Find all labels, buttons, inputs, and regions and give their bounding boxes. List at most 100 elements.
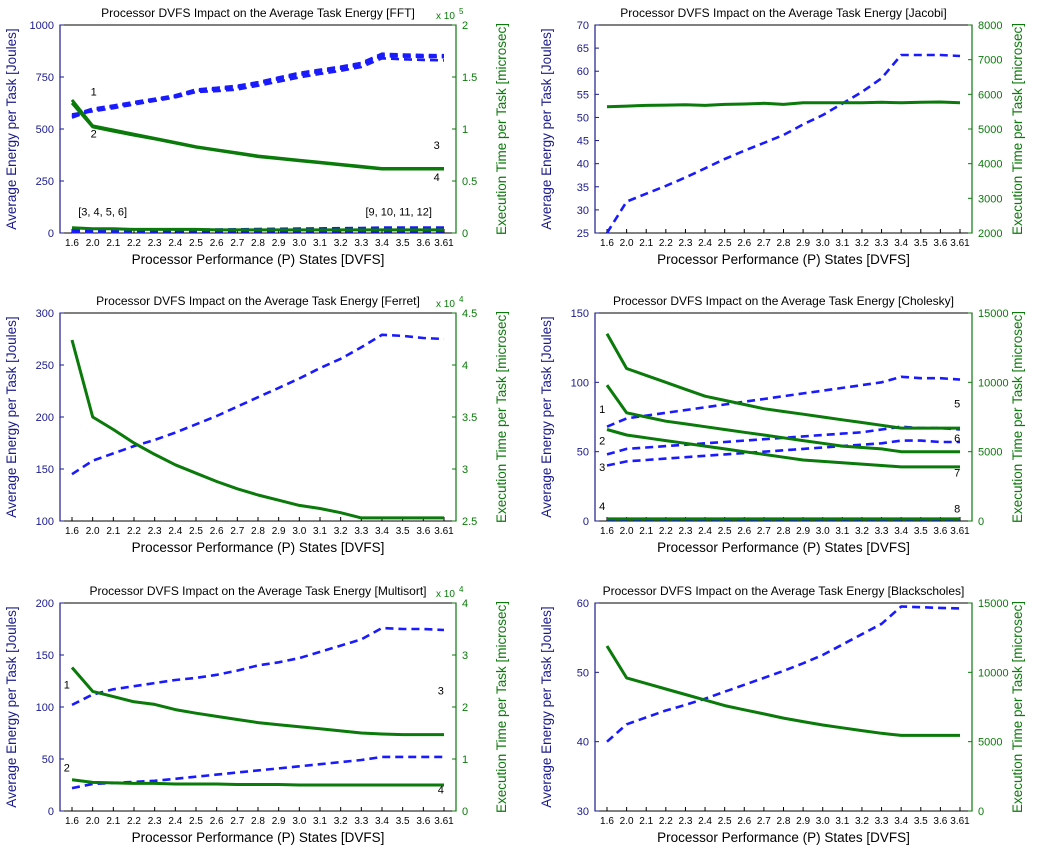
y-right-tick-label: 0 bbox=[462, 806, 468, 818]
x-tick-label: 1.6 bbox=[600, 238, 614, 249]
series-annotation: 7 bbox=[954, 468, 960, 480]
x-tick-label: 2.3 bbox=[148, 526, 162, 537]
y-tick-label: 500 bbox=[36, 124, 54, 136]
y-right-axis-label: Execution Time per Task [microsec] bbox=[494, 311, 509, 523]
x-tick-label: 2.5 bbox=[718, 816, 732, 827]
right-axis-multiplier: x 10 bbox=[436, 299, 455, 310]
y-tick-label: 65 bbox=[577, 43, 589, 55]
x-tick-label: 3.61 bbox=[950, 238, 970, 249]
x-axis-label: Processor Performance (P) States [DVFS] bbox=[132, 252, 385, 267]
y-tick-label: 200 bbox=[36, 598, 54, 610]
y-tick-label: 100 bbox=[571, 377, 589, 389]
y-tick-label: 100 bbox=[36, 702, 54, 714]
x-tick-label: 3.4 bbox=[375, 816, 389, 827]
x-tick-label: 2.4 bbox=[698, 238, 712, 249]
y-right-axis-label: Execution Time per Task [microsec] bbox=[494, 601, 509, 813]
x-tick-label: 2.4 bbox=[168, 238, 182, 249]
plot-frame bbox=[595, 603, 972, 811]
x-tick-label: 2.3 bbox=[148, 238, 162, 249]
series-annotation: 8 bbox=[954, 504, 960, 516]
series-annotation: 1 bbox=[599, 404, 605, 416]
x-tick-label: 3.1 bbox=[835, 816, 849, 827]
x-tick-label: 3.5 bbox=[396, 816, 410, 827]
chart-title: Processor DVFS Impact on the Average Tas… bbox=[603, 584, 965, 598]
x-tick-label: 2.8 bbox=[777, 238, 791, 249]
series-annotation: 3 bbox=[438, 686, 444, 698]
x-tick-label: 3.0 bbox=[292, 526, 306, 537]
series-annotation: [9, 10, 11, 12] bbox=[365, 206, 431, 218]
right-axis-exponent: 4 bbox=[459, 585, 464, 594]
x-tick-label: 1.6 bbox=[600, 526, 614, 537]
y-axis-label: Average Energy per Task [Joules] bbox=[539, 606, 554, 807]
x-tick-label: 3.6 bbox=[933, 238, 947, 249]
execution-time-series-line bbox=[607, 102, 960, 107]
x-tick-label: 2.8 bbox=[777, 816, 791, 827]
y-tick-label: 50 bbox=[42, 754, 54, 766]
plot-frame bbox=[60, 313, 456, 521]
right-axis-exponent: 5 bbox=[459, 7, 464, 16]
y-tick-label: 25 bbox=[577, 228, 589, 240]
x-tick-label: 3.5 bbox=[396, 238, 410, 249]
right-axis-exponent: 4 bbox=[459, 295, 464, 304]
series-annotation: 4 bbox=[434, 172, 440, 184]
x-tick-label: 3.4 bbox=[894, 526, 908, 537]
series-annotation: 3 bbox=[434, 140, 440, 152]
y-tick-label: 45 bbox=[577, 136, 589, 148]
y-right-tick-label: 10000 bbox=[978, 667, 1009, 679]
y-right-tick-label: 0 bbox=[462, 228, 468, 240]
y-right-tick-label: 0 bbox=[978, 516, 984, 528]
x-tick-label: 2.4 bbox=[168, 526, 182, 537]
series-group bbox=[607, 334, 960, 520]
y-right-axis-label: Execution Time per Task [microsec] bbox=[1010, 601, 1025, 813]
x-tick-label: 2.5 bbox=[189, 526, 203, 537]
execution-time-series-line bbox=[72, 780, 444, 785]
x-tick-label: 2.1 bbox=[639, 816, 653, 827]
y-tick-label: 60 bbox=[577, 598, 589, 610]
y-tick-label: 300 bbox=[36, 308, 54, 320]
x-tick-label: 2.3 bbox=[678, 816, 692, 827]
series-annotation: 4 bbox=[438, 784, 444, 796]
chart-panel: Processor DVFS Impact on the Average Tas… bbox=[4, 294, 509, 555]
y-axis-label: Average Energy per Task [Joules] bbox=[4, 606, 19, 807]
x-tick-label: 2.2 bbox=[127, 526, 141, 537]
series-annotation: 2 bbox=[64, 762, 70, 774]
y-right-tick-label: 5000 bbox=[978, 737, 1002, 749]
x-tick-label: 3.2 bbox=[855, 816, 869, 827]
x-tick-label: 3.0 bbox=[816, 238, 830, 249]
x-tick-label: 3.4 bbox=[894, 816, 908, 827]
y-right-tick-label: 0.5 bbox=[462, 176, 477, 188]
y-right-tick-label: 3 bbox=[462, 464, 468, 476]
y-tick-label: 150 bbox=[571, 308, 589, 320]
x-tick-label: 2.4 bbox=[698, 526, 712, 537]
y-right-tick-label: 15000 bbox=[978, 308, 1009, 320]
y-axis-label: Average Energy per Task [Joules] bbox=[539, 28, 554, 229]
series-annotation: 2 bbox=[599, 436, 605, 448]
energy-series-line bbox=[72, 58, 444, 114]
y-right-tick-label: 2 bbox=[462, 702, 468, 714]
y-tick-label: 30 bbox=[577, 806, 589, 818]
y-tick-label: 40 bbox=[577, 159, 589, 171]
x-tick-label: 2.6 bbox=[737, 238, 751, 249]
y-right-tick-label: 4.5 bbox=[462, 308, 477, 320]
x-axis-label: Processor Performance (P) States [DVFS] bbox=[132, 830, 385, 845]
y-tick-label: 250 bbox=[36, 360, 54, 372]
x-tick-label: 2.8 bbox=[251, 816, 265, 827]
series-annotation: 2 bbox=[91, 128, 97, 140]
chart-panel: Processor DVFS Impact on the Average Tas… bbox=[539, 6, 1025, 267]
x-tick-label: 3.0 bbox=[292, 816, 306, 827]
x-tick-label: 3.2 bbox=[855, 238, 869, 249]
chart-title: Processor DVFS Impact on the Average Tas… bbox=[101, 6, 415, 20]
x-tick-label: 2.8 bbox=[251, 238, 265, 249]
x-tick-label: 2.3 bbox=[148, 816, 162, 827]
x-tick-label: 3.1 bbox=[835, 526, 849, 537]
x-tick-label: 3.3 bbox=[354, 816, 368, 827]
y-tick-label: 50 bbox=[577, 112, 589, 124]
x-tick-label: 2.2 bbox=[659, 816, 673, 827]
y-tick-label: 40 bbox=[577, 737, 589, 749]
right-axis-multiplier: x 10 bbox=[436, 11, 455, 22]
x-tick-label: 2.7 bbox=[230, 816, 244, 827]
y-axis-label: Average Energy per Task [Joules] bbox=[4, 316, 19, 517]
x-tick-label: 2.6 bbox=[737, 816, 751, 827]
y-right-tick-label: 10000 bbox=[978, 377, 1009, 389]
